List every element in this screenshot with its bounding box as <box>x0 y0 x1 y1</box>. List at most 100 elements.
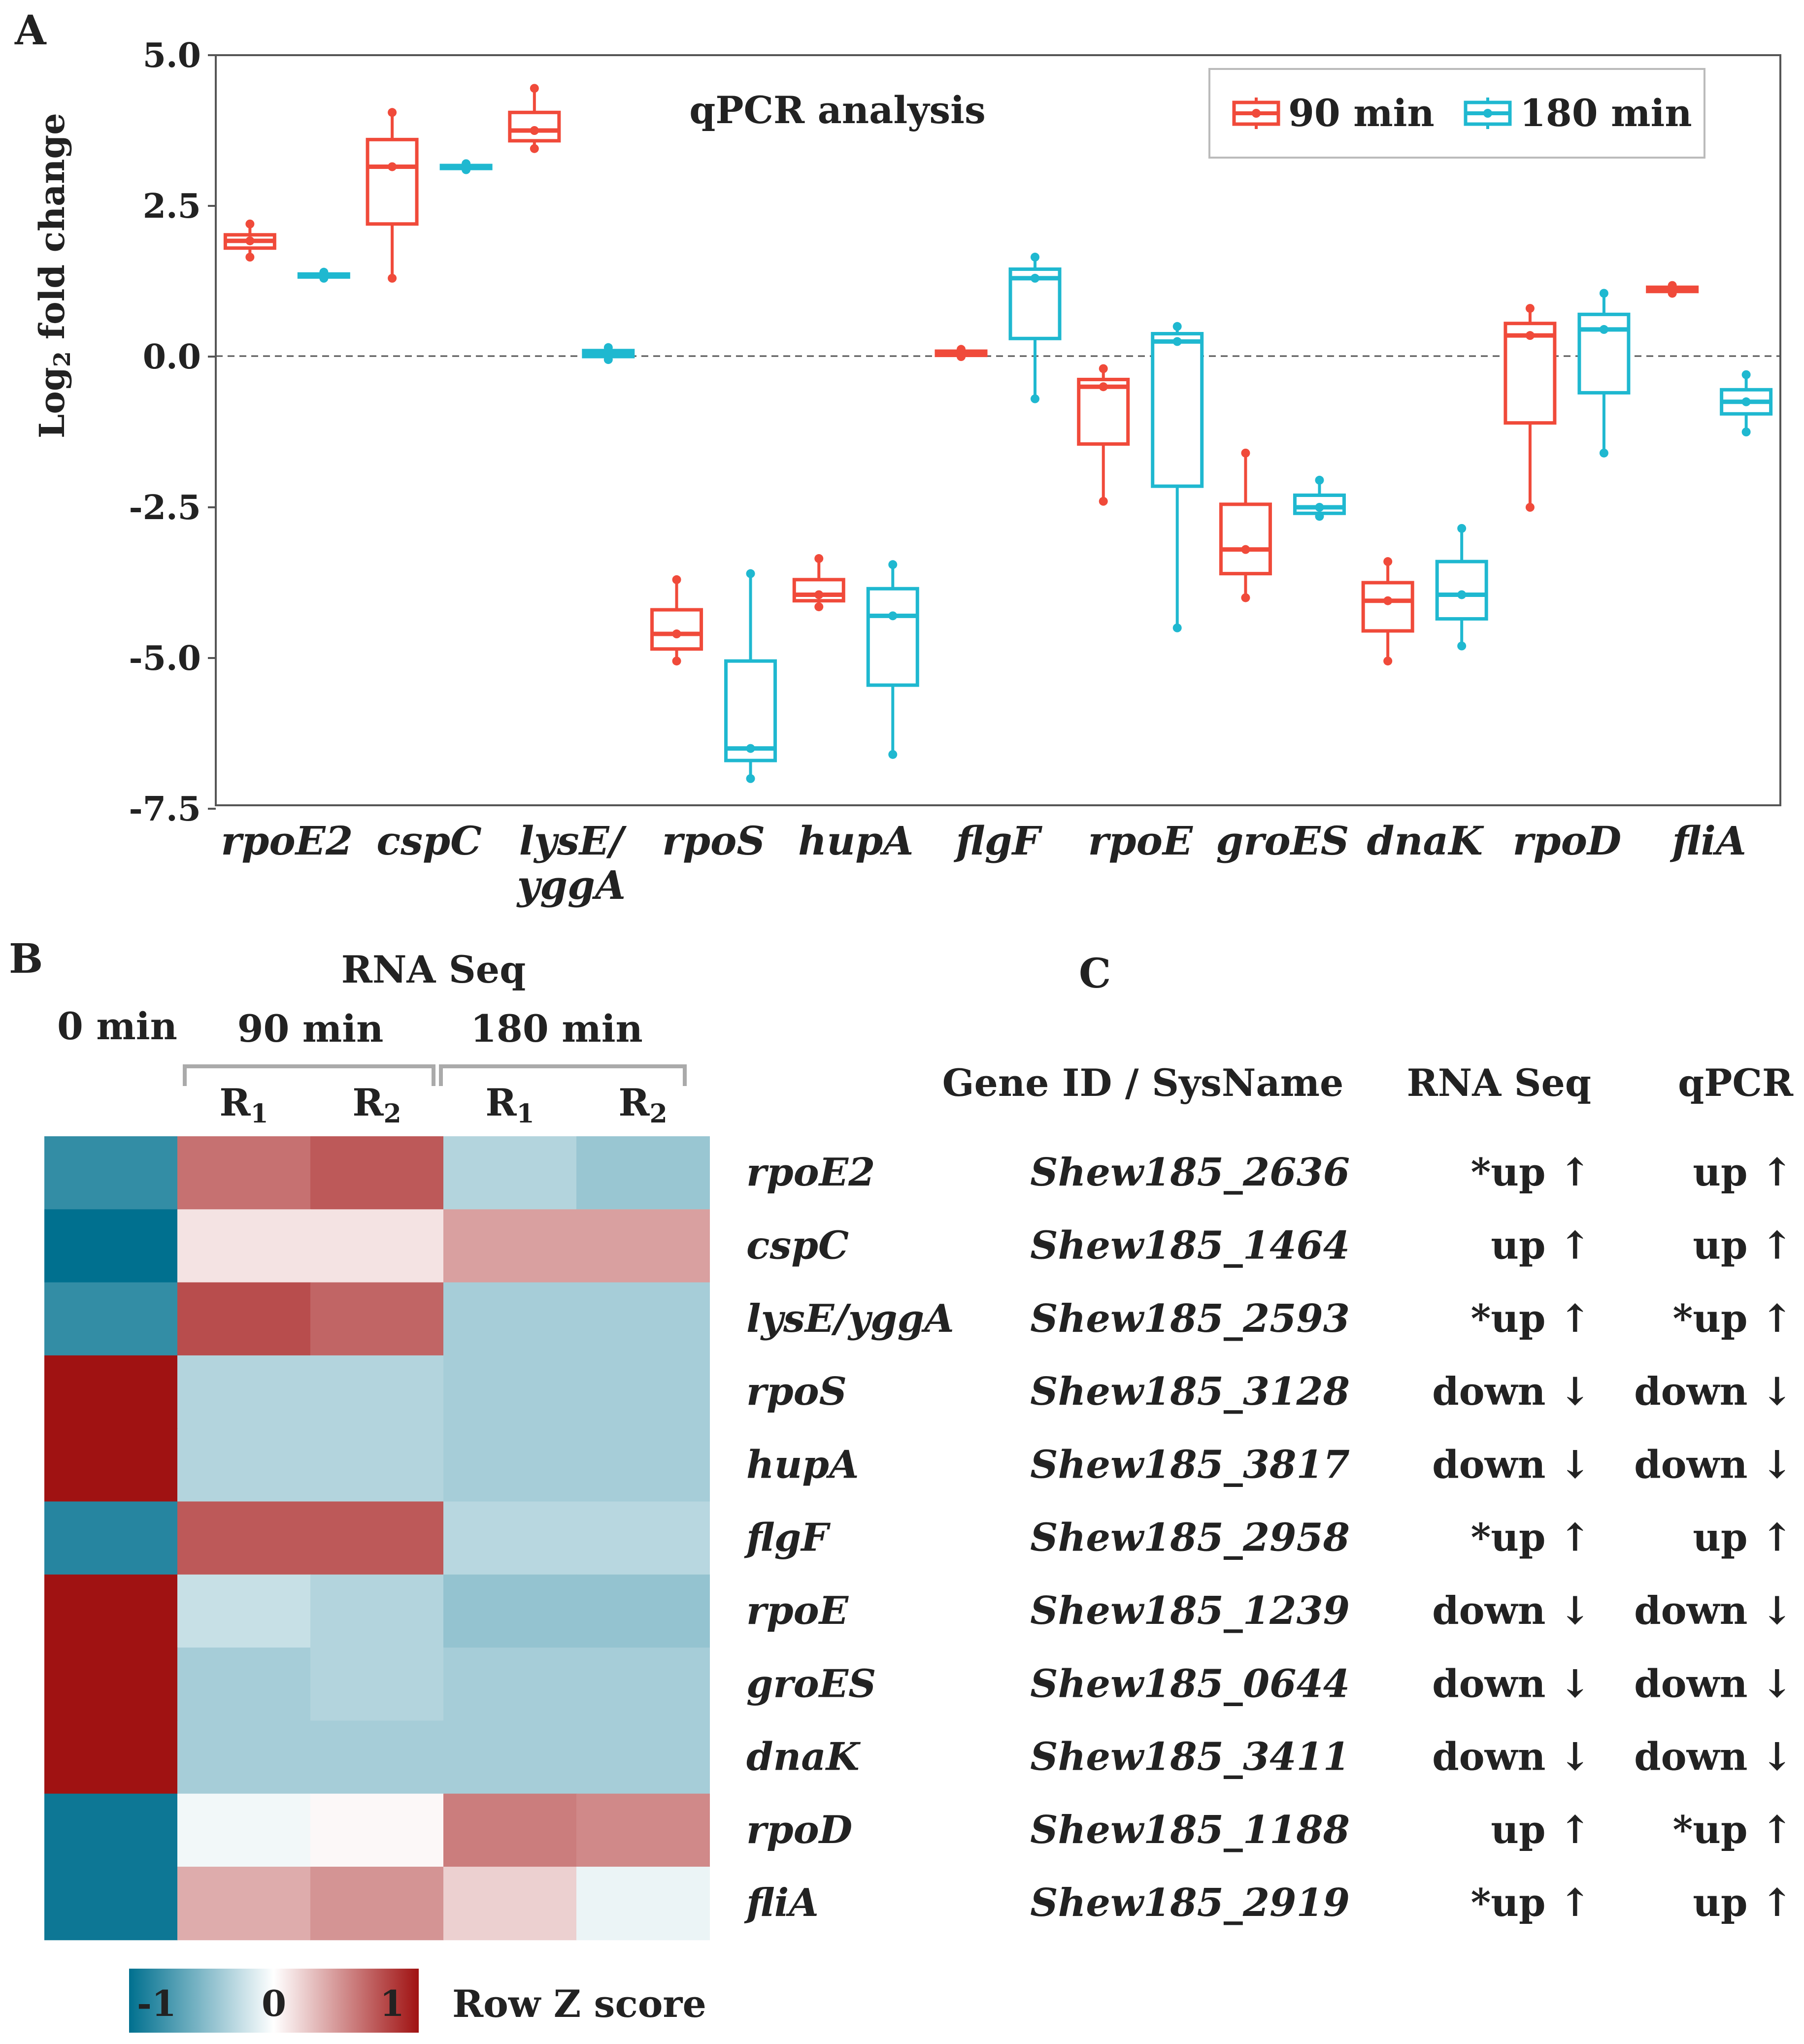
x-tick-label: lysE/ <box>519 818 627 864</box>
heatmap-cell-rpoE-1 <box>177 1574 311 1648</box>
median-point <box>1031 273 1039 283</box>
replicate-label-sub: 2 <box>649 1099 667 1129</box>
box-body <box>1219 502 1272 576</box>
box-body <box>724 659 777 762</box>
replicate-label: R2 <box>352 1081 401 1129</box>
heatmap-cell-rpoE-3 <box>443 1574 577 1648</box>
heatmap-cell-rpoD-3 <box>443 1793 577 1867</box>
replicate-label: R2 <box>618 1081 667 1129</box>
median-point <box>814 590 824 599</box>
min-point <box>746 774 755 783</box>
panel-c-label: C <box>1079 950 1111 997</box>
box-body <box>1361 581 1414 633</box>
table-header-qpcr: qPCR <box>1678 1061 1794 1105</box>
min-point <box>388 273 397 283</box>
median-point <box>245 236 255 245</box>
box-rpoD-90min <box>1503 304 1557 512</box>
table-cell-qpcr: up ↑ <box>1693 1223 1793 1268</box>
box-rpoE-90min <box>1077 364 1130 506</box>
box-hupA-180min <box>866 560 919 759</box>
table-cell-gene-id: Shew185_2593 <box>1030 1296 1350 1341</box>
table-cell-rnaseq: down ↓ <box>1432 1661 1591 1706</box>
table-cell-gene-id: Shew185_2636 <box>1030 1150 1350 1195</box>
box-flgF-90min <box>935 345 988 361</box>
median-point <box>1668 284 1677 294</box>
heatmap-cell-hupA-3 <box>443 1428 577 1502</box>
heatmap-row-label: rpoE2 <box>746 1150 875 1195</box>
box-lysE-yggA-180min <box>582 343 635 364</box>
max-point <box>245 219 255 229</box>
heatmap-cell-dnaK-4 <box>576 1720 710 1794</box>
table-cell-qpcr: down ↓ <box>1634 1588 1793 1633</box>
heatmap-cell-flgF-1 <box>177 1501 311 1575</box>
heatmap-row-label: lysE/yggA <box>746 1296 954 1341</box>
y-axis-label: Log2fold change <box>32 113 75 438</box>
table-cell-qpcr: down ↓ <box>1634 1661 1793 1706</box>
colorbar-tick-high: 1 <box>380 1982 404 2024</box>
panel-c: C Gene ID / SysName RNA Seq qPCR Shew185… <box>942 950 1794 1925</box>
heatmap-cell-lysE-yggA-0 <box>44 1282 178 1356</box>
box-body <box>1151 331 1204 488</box>
table-cell-qpcr: down ↓ <box>1634 1369 1793 1414</box>
colorbar-gradient <box>129 1969 419 2033</box>
y-tick-label: -5.0 <box>129 639 201 678</box>
x-axis: rpoE2 cspC lysE/yggA rpoS hupA flgF rpoE groES d… <box>221 818 1746 908</box>
replicate-label-main: R <box>618 1081 650 1124</box>
median-point <box>1383 596 1393 605</box>
max-point <box>1031 253 1039 262</box>
heatmap-cell-cspC-4 <box>576 1209 710 1283</box>
y-tick-label: 5.0 <box>143 36 201 75</box>
box-rpoD-180min <box>1577 289 1631 458</box>
median-point <box>1525 331 1535 340</box>
min-point <box>245 253 255 262</box>
min-point <box>1315 512 1324 521</box>
heatmap-cell-hupA-0 <box>44 1428 178 1502</box>
replicate-label-sub: 1 <box>516 1099 534 1129</box>
table-cell-qpcr: *up ↑ <box>1672 1296 1793 1341</box>
max-point <box>1172 322 1182 331</box>
box-flgF-180min <box>1008 253 1062 403</box>
group-label-90min: 90 min <box>237 1007 384 1051</box>
x-tick-label: dnaK <box>1367 818 1484 864</box>
table-cell-qpcr: up ↑ <box>1693 1150 1793 1195</box>
box-body <box>1503 322 1557 425</box>
max-point <box>1525 304 1535 313</box>
x-tick-label: rpoE2 <box>221 818 353 864</box>
median-point <box>1099 382 1108 392</box>
box-body <box>650 608 703 651</box>
max-point <box>888 560 898 569</box>
min-point <box>888 750 898 759</box>
max-point <box>1099 364 1108 373</box>
y-tick-label: -2.5 <box>129 488 201 527</box>
box-rpoE2-180min <box>297 267 350 283</box>
heatmap-row-label: groES <box>746 1661 876 1706</box>
heatmap-cell-rpoD-1 <box>177 1793 311 1867</box>
panel-b-label: B <box>9 935 43 983</box>
heatmap-cell-cspC-1 <box>177 1209 311 1283</box>
median-point <box>388 162 397 171</box>
max-point <box>1741 370 1751 379</box>
bracket-90min <box>183 1064 435 1086</box>
x-tick-label: groES <box>1216 818 1349 864</box>
heatmap-cell-lysE-yggA-1 <box>177 1282 311 1356</box>
x-tick-label: cspC <box>376 818 481 864</box>
heatmap-cell-rpoE2-2 <box>310 1136 444 1210</box>
heatmap-cell-rpoE2-1 <box>177 1136 311 1210</box>
median-point <box>957 349 966 358</box>
max-point <box>1241 448 1250 458</box>
heatmap-cell-rpoE2-0 <box>44 1136 178 1210</box>
table-cell-rnaseq: down ↓ <box>1432 1735 1591 1780</box>
median-point <box>1241 545 1250 554</box>
heatmap-cell-flgF-3 <box>443 1501 577 1575</box>
box-rpoS-90min <box>650 575 703 666</box>
group-label-0min: 0 min <box>57 1004 177 1048</box>
table-cell-gene-id: Shew185_3411 <box>1030 1735 1350 1780</box>
box-groES-90min <box>1219 448 1272 602</box>
box-hupA-90min <box>792 554 845 611</box>
table-cell-rnaseq: up ↑ <box>1491 1808 1591 1852</box>
heatmap-cell-fliA-0 <box>44 1867 178 1941</box>
heatmap-cell-rpoD-2 <box>310 1793 444 1867</box>
x-tick-label: yggA <box>516 862 626 908</box>
table-cell-gene-id: Shew185_2958 <box>1030 1516 1350 1560</box>
median-point <box>1172 337 1182 346</box>
